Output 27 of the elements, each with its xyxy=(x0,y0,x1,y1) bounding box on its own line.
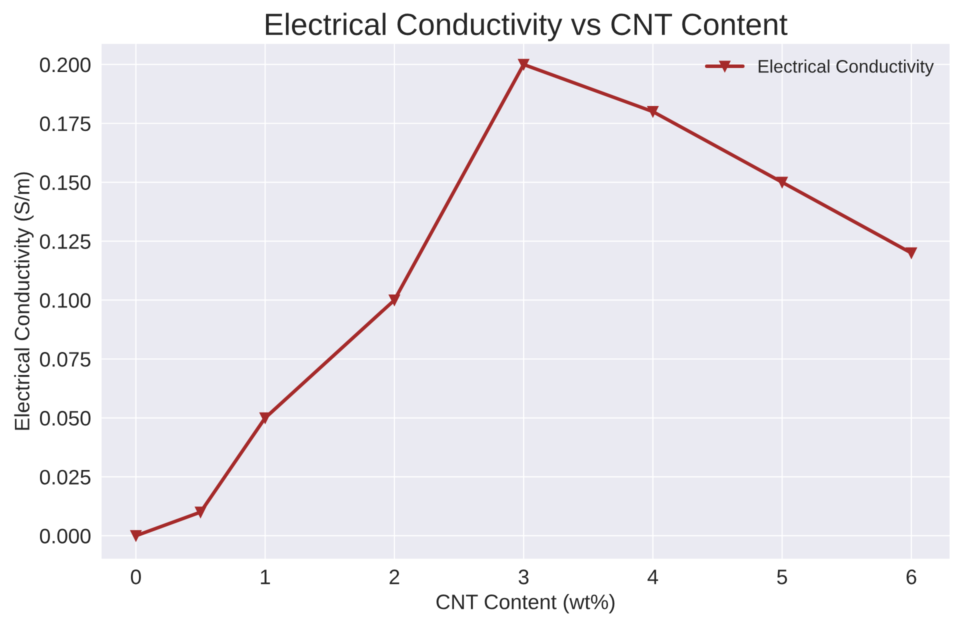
y-tick-label: 0.150 xyxy=(40,175,90,190)
y-tick-label: 0.125 xyxy=(40,234,90,249)
x-tick-label: 0 xyxy=(130,570,141,584)
x-tick-label: 5 xyxy=(777,570,788,584)
x-tick-label: 1 xyxy=(260,570,270,584)
y-tick-label: 0.025 xyxy=(40,470,90,485)
point xyxy=(194,506,206,518)
y-tick-label: 0.100 xyxy=(40,293,90,308)
point xyxy=(776,176,788,188)
x-tick-label: 2 xyxy=(390,570,400,584)
x-axis-title: CNT Content (wt%) xyxy=(436,594,614,614)
chart-title: Electrical Conductivity vs CNT Content xyxy=(266,12,788,42)
x-tick-label: 3 xyxy=(518,570,529,584)
y-axis-title: Electrical Conductivity (S/m) xyxy=(14,172,34,430)
point xyxy=(647,106,658,118)
point xyxy=(130,530,142,542)
y-tick-label: 0.200 xyxy=(40,57,90,72)
x-tick-label: 6 xyxy=(906,570,916,584)
y-tick-label: 0.050 xyxy=(40,410,90,426)
y-tick-label: 0.000 xyxy=(40,528,90,544)
point xyxy=(518,58,530,70)
point xyxy=(388,294,400,306)
y-tick-label: 0.075 xyxy=(40,352,90,367)
x-tick-label: 4 xyxy=(648,570,658,584)
y-tick-label: 0.175 xyxy=(40,116,90,132)
legend-label: Electrical Conductivity xyxy=(758,60,934,76)
point xyxy=(906,247,917,259)
